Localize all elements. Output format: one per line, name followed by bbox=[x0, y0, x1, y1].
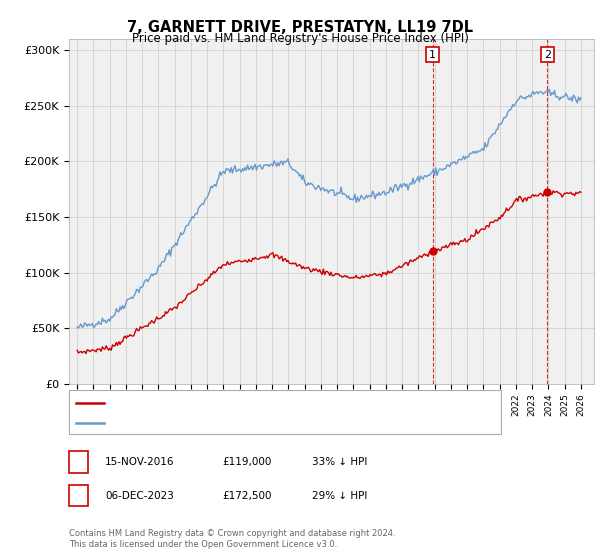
Text: Contains HM Land Registry data © Crown copyright and database right 2024.
This d: Contains HM Land Registry data © Crown c… bbox=[69, 529, 395, 549]
Text: 06-DEC-2023: 06-DEC-2023 bbox=[105, 491, 174, 501]
Text: £172,500: £172,500 bbox=[222, 491, 271, 501]
Text: 1: 1 bbox=[429, 49, 436, 59]
Text: 7, GARNETT DRIVE, PRESTATYN, LL19 7DL (detached house): 7, GARNETT DRIVE, PRESTATYN, LL19 7DL (d… bbox=[108, 398, 403, 408]
Text: £119,000: £119,000 bbox=[222, 457, 271, 467]
Text: 2: 2 bbox=[544, 49, 551, 59]
Text: 7, GARNETT DRIVE, PRESTATYN, LL19 7DL: 7, GARNETT DRIVE, PRESTATYN, LL19 7DL bbox=[127, 20, 473, 35]
Text: 1: 1 bbox=[75, 457, 82, 467]
Text: 15-NOV-2016: 15-NOV-2016 bbox=[105, 457, 175, 467]
Text: HPI: Average price, detached house, Denbighshire: HPI: Average price, detached house, Denb… bbox=[108, 418, 354, 428]
Text: 2: 2 bbox=[75, 491, 82, 501]
Text: Price paid vs. HM Land Registry's House Price Index (HPI): Price paid vs. HM Land Registry's House … bbox=[131, 32, 469, 45]
Text: 33% ↓ HPI: 33% ↓ HPI bbox=[312, 457, 367, 467]
Text: 29% ↓ HPI: 29% ↓ HPI bbox=[312, 491, 367, 501]
